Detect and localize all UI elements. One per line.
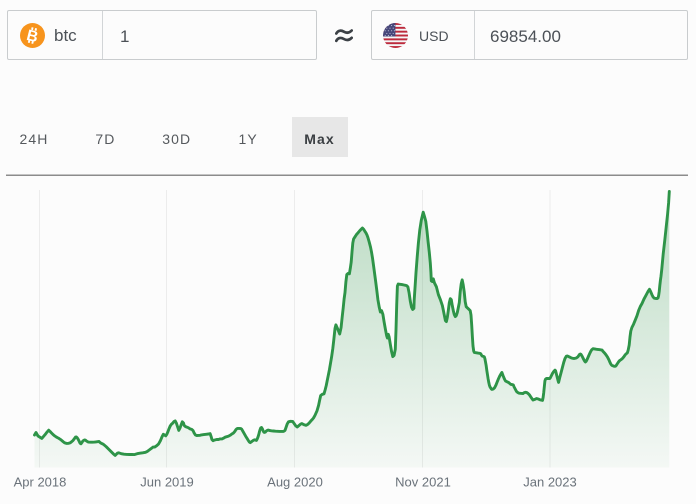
svg-text:Aug 2020: Aug 2020 <box>267 475 323 490</box>
svg-text:Jan 2023: Jan 2023 <box>523 475 577 490</box>
svg-text:Apr 2018: Apr 2018 <box>14 475 67 490</box>
svg-text:Nov 2021: Nov 2021 <box>395 475 451 490</box>
svg-text:Jun 2019: Jun 2019 <box>140 475 194 490</box>
